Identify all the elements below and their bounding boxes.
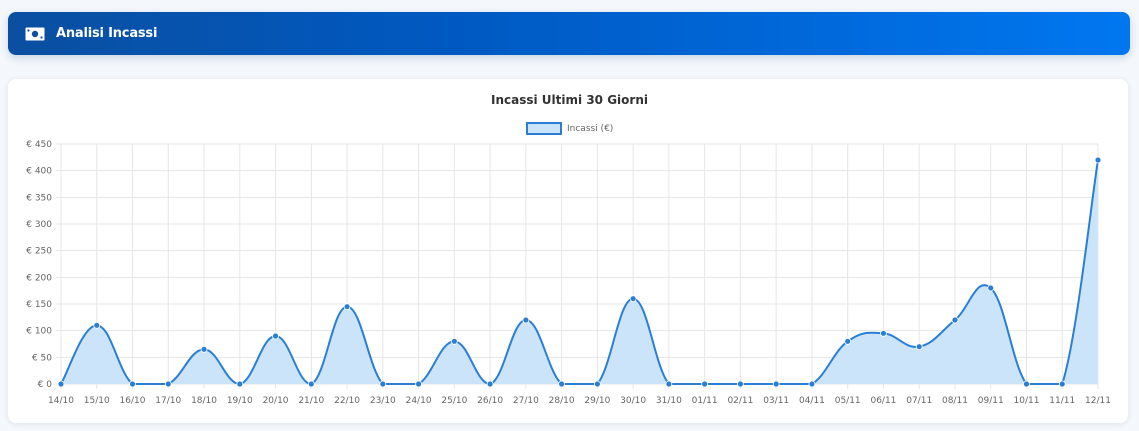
y-tick-label: € 250 [26,247,52,257]
data-point[interactable] [772,380,780,388]
y-tick-label: € 350 [26,193,52,203]
legend-label: Incassi (€) [567,123,614,134]
data-point[interactable] [200,345,208,353]
data-point[interactable] [737,380,744,388]
x-tick-label: 06/11 [870,396,896,406]
data-point[interactable] [236,380,244,388]
data-point[interactable] [1058,380,1066,388]
x-tick-label: 28/10 [549,396,575,406]
x-tick-label: 18/10 [191,396,217,406]
x-tick-label: 14/10 [48,396,74,406]
money-bill-icon [25,27,45,41]
x-tick-label: 11/11 [1049,396,1075,406]
data-point[interactable] [307,380,315,388]
data-point[interactable] [1094,156,1102,164]
y-tick-label: € 0 [38,380,53,390]
y-tick-label: € 150 [26,300,52,310]
data-point[interactable] [880,329,887,337]
x-tick-label: 23/10 [370,396,396,406]
x-tick-label: 01/11 [692,396,718,406]
data-point[interactable] [701,380,709,388]
y-tick-label: € 450 [26,140,52,150]
data-point[interactable] [915,343,923,351]
y-tick-label: € 400 [26,167,52,177]
data-point[interactable] [844,337,852,345]
data-point[interactable] [629,295,637,303]
x-tick-label: 15/10 [84,396,110,406]
y-tick-label: € 300 [26,220,52,230]
data-point[interactable] [808,380,816,388]
x-tick-label: 02/11 [727,396,753,406]
x-tick-label: 30/10 [620,396,646,406]
data-point[interactable] [129,380,136,388]
data-point[interactable] [343,303,351,311]
y-tick-label: € 200 [26,273,52,283]
x-tick-label: 12/11 [1085,396,1111,406]
x-tick-label: 09/11 [978,396,1004,406]
x-tick-label: 03/11 [763,396,789,406]
data-point[interactable] [486,380,494,388]
x-tick-label: 19/10 [227,396,253,406]
page-title: Analisi Incassi [56,26,158,41]
x-tick-label: 17/10 [155,396,181,406]
data-point[interactable] [57,380,65,388]
data-point[interactable] [593,380,601,388]
data-point[interactable] [379,380,387,388]
chart-legend[interactable]: Incassi (€) [526,122,613,135]
x-tick-label: 26/10 [477,396,503,406]
data-point[interactable] [558,380,566,388]
data-point[interactable] [415,380,422,388]
data-point[interactable] [987,284,995,292]
legend-swatch [526,122,562,135]
x-tick-label: 21/10 [298,396,324,406]
page-header: Analisi Incassi [8,12,1130,55]
data-point[interactable] [93,321,101,329]
x-tick-label: 27/10 [513,396,539,406]
x-tick-label: 08/11 [942,396,968,406]
x-tick-label: 31/10 [656,396,682,406]
x-tick-label: 07/11 [906,396,932,406]
x-tick-label: 04/11 [799,396,825,406]
data-point[interactable] [951,316,959,324]
data-point[interactable] [522,316,530,324]
x-tick-label: 24/10 [406,396,432,406]
x-tick-label: 20/10 [263,396,289,406]
area-fill [61,160,1098,384]
x-tick-label: 22/10 [334,396,360,406]
chart-title: Incassi Ultimi 30 Giorni [491,93,648,107]
x-tick-label: 25/10 [441,396,467,406]
x-tick-label: 10/11 [1014,396,1040,406]
x-tick-label: 05/11 [835,396,861,406]
data-point[interactable] [1023,380,1030,388]
y-tick-label: € 100 [26,327,52,337]
y-tick-label: € 50 [32,353,52,363]
data-point[interactable] [272,332,279,340]
data-point[interactable] [665,380,673,388]
x-tick-label: 29/10 [584,396,610,406]
data-point[interactable] [164,380,172,388]
data-point[interactable] [450,337,458,345]
x-tick-label: 16/10 [120,396,146,406]
